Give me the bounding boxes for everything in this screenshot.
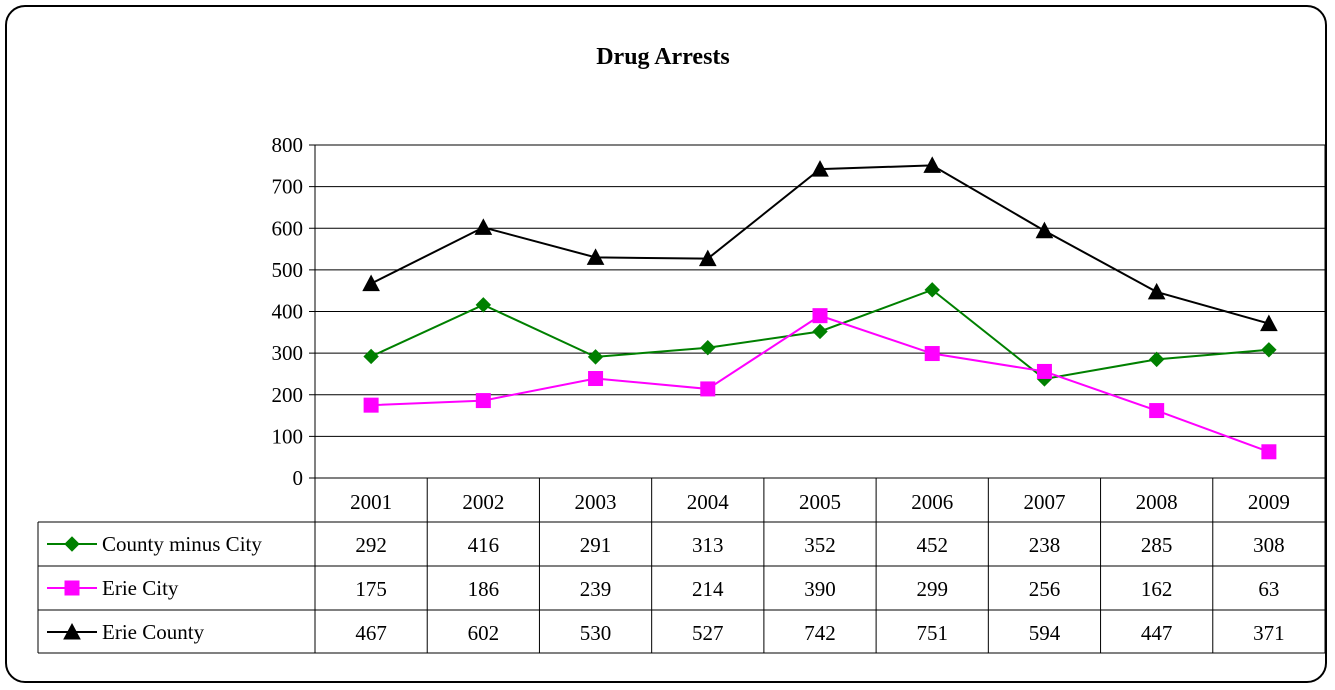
data-point-erie-city: [812, 308, 828, 324]
data-label: 527: [692, 621, 724, 645]
data-point-county-minus-city: [924, 282, 940, 298]
legend-label: Erie County: [102, 620, 205, 644]
data-point-erie-city: [1036, 363, 1052, 379]
data-point-erie-city: [1261, 444, 1277, 460]
data-label: 285: [1141, 533, 1173, 557]
chart-title: Drug Arrests: [596, 44, 730, 70]
data-label: 467: [355, 621, 387, 645]
x-tick-label: 2008: [1136, 490, 1178, 514]
data-label: 742: [804, 621, 836, 645]
data-label: 530: [580, 621, 612, 645]
data-point-erie-city: [924, 346, 940, 362]
x-tick-label: 2005: [799, 490, 841, 514]
data-label: 751: [916, 621, 948, 645]
data-label: 175: [355, 577, 387, 601]
chart-frame: [5, 5, 1327, 683]
data-point-county-minus-city: [587, 349, 604, 365]
y-tick-label: 0: [293, 466, 304, 490]
data-point-erie-county: [1260, 314, 1278, 332]
data-point-erie-city: [588, 371, 604, 387]
data-table: 2001 2002 2003 2004 2005 2006 2007 2008 2009 Coun…: [37, 477, 1326, 654]
legend-key-marker: [63, 622, 81, 640]
data-point-erie-city: [700, 381, 716, 397]
data-label: 371: [1253, 621, 1285, 645]
legend-label: Erie City: [102, 576, 179, 600]
data-label: 238: [1029, 533, 1061, 557]
data-label: 292: [355, 533, 387, 557]
data-point-county-minus-city: [1261, 342, 1277, 358]
data-label: 313: [692, 533, 724, 557]
data-label: 452: [916, 533, 948, 557]
data-point-county-minus-city: [812, 323, 828, 340]
data-label: 416: [468, 533, 500, 557]
y-tick-label: 500: [272, 258, 304, 282]
data-label: 256: [1029, 577, 1061, 601]
y-tick-label: 800: [272, 133, 304, 157]
x-tick-label: 2006: [911, 490, 953, 514]
data-point-county-minus-city: [700, 340, 716, 356]
data-label: 352: [804, 533, 836, 557]
data-label: 390: [804, 577, 836, 601]
data-point-erie-city: [475, 393, 491, 409]
x-tick-label: 2002: [462, 490, 504, 514]
x-tick-label: 2001: [350, 490, 392, 514]
y-tick-label: 200: [272, 383, 304, 407]
data-label: 308: [1253, 533, 1285, 557]
data-label: 291: [580, 533, 612, 557]
data-point-erie-city: [363, 397, 379, 413]
data-point-erie-city: [1149, 403, 1165, 419]
legend-label: County minus City: [102, 532, 262, 556]
data-label: 186: [468, 577, 500, 601]
y-tick-label: 100: [272, 424, 304, 448]
data-point-county-minus-city: [1148, 351, 1165, 368]
x-tick-label: 2007: [1023, 490, 1065, 514]
data-point-erie-county: [362, 274, 380, 292]
x-tick-label: 2003: [575, 490, 617, 514]
series-line-erie-county: [370, 164, 1270, 325]
data-label: 447: [1141, 621, 1173, 645]
y-axis: 0 100 200 300 400 500 600 700 800: [272, 133, 315, 490]
data-label: 63: [1258, 577, 1279, 601]
legend-key-marker: [64, 536, 80, 552]
data-label: 239: [580, 577, 612, 601]
y-tick-label: 700: [272, 175, 304, 199]
x-tick-label: 2004: [687, 490, 730, 514]
data-point-erie-county: [1147, 282, 1166, 300]
data-point-county-minus-city: [363, 348, 379, 365]
data-label: 602: [468, 621, 500, 645]
data-point-erie-county: [1035, 221, 1054, 239]
y-tick-label: 600: [272, 216, 304, 240]
data-point-erie-county: [586, 248, 605, 265]
data-point-erie-county: [474, 218, 493, 235]
data-label: 299: [916, 577, 948, 601]
y-tick-label: 300: [272, 341, 304, 365]
y-tick-label: 400: [272, 300, 304, 324]
legend-key-marker: [64, 580, 80, 596]
series-layer: [362, 156, 1278, 460]
data-label: 214: [692, 577, 724, 601]
data-point-county-minus-city: [475, 297, 492, 313]
x-tick-label: 2009: [1248, 490, 1290, 514]
data-label: 594: [1029, 621, 1061, 645]
data-label: 162: [1141, 577, 1173, 601]
data-point-erie-county: [698, 249, 717, 267]
data-point-erie-county: [923, 156, 942, 173]
data-point-erie-county: [811, 160, 829, 177]
